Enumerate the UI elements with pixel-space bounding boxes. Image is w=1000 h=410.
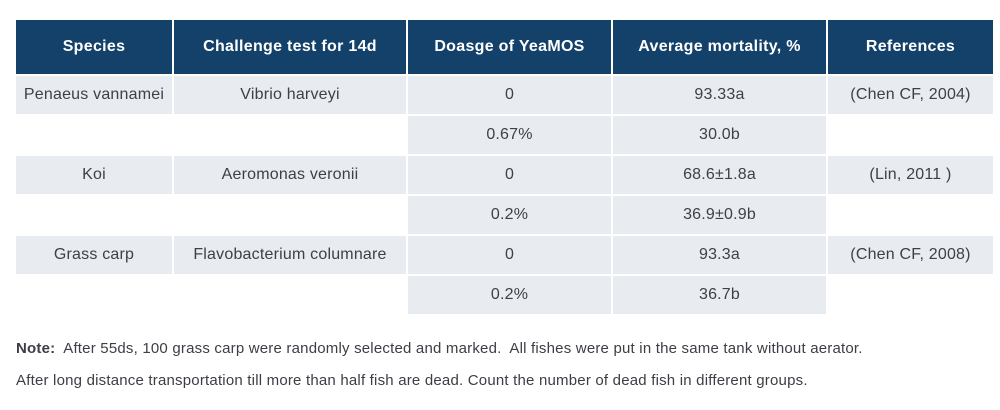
cell-species: Penaeus vannamei: [16, 76, 172, 114]
header-cell-species: Species: [16, 20, 172, 74]
note-text-1: After 55ds, 100 grass carp were randomly…: [55, 340, 863, 357]
cell-mortality: 68.6±1.8a: [613, 156, 826, 194]
yeamos-mortality-table: Species Challenge test for 14d Doasge of…: [16, 20, 993, 314]
cell-mortality: 36.7b: [613, 276, 826, 314]
note-text-2: After long distance transportation till …: [16, 371, 808, 389]
note-line-2: After long distance transportation till …: [16, 372, 986, 391]
header-cell-references: References: [828, 20, 993, 74]
header-cell-challenge: Challenge test for 14d: [174, 20, 406, 74]
cell-challenge: Flavobacterium columnare: [174, 236, 406, 274]
cell-dosage: 0: [408, 236, 611, 274]
table-note: Note: After 55ds, 100 grass carp were ra…: [16, 340, 986, 404]
cell-mortality: 36.9±0.9b: [613, 196, 826, 234]
cell-dosage: 0.2%: [408, 276, 611, 314]
cell-challenge: Aeromonas veronii: [174, 156, 406, 194]
cell-species: Grass carp: [16, 236, 172, 274]
cell-mortality: 93.3a: [613, 236, 826, 274]
cell-dosage: 0.2%: [408, 196, 611, 234]
cell-reference: (Lin, 2011 ): [828, 156, 993, 194]
header-cell-mortality: Average mortality, %: [613, 20, 826, 74]
cell-challenge: Vibrio harveyi: [174, 76, 406, 114]
cell-dosage: 0.67%: [408, 116, 611, 154]
note-line-1: Note: After 55ds, 100 grass carp were ra…: [16, 340, 986, 359]
cell-mortality: 93.33a: [613, 76, 826, 114]
header-cell-dosage: Doasge of YeaMOS: [408, 20, 611, 74]
cell-species: Koi: [16, 156, 172, 194]
note-label: Note:: [16, 340, 56, 357]
cell-reference: (Chen CF, 2004): [828, 76, 993, 114]
cell-reference: (Chen CF, 2008): [828, 236, 993, 274]
cell-dosage: 0: [408, 76, 611, 114]
cell-mortality: 30.0b: [613, 116, 826, 154]
cell-dosage: 0: [408, 156, 611, 194]
